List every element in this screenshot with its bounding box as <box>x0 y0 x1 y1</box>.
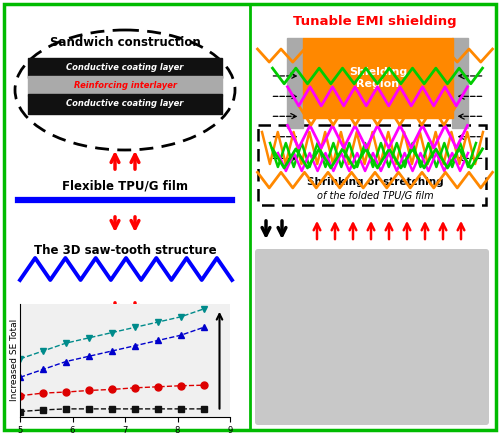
Text: of the folded TPU/G film: of the folded TPU/G film <box>316 191 434 201</box>
Text: The 3D saw-tooth structure: The 3D saw-tooth structure <box>34 243 216 256</box>
FancyBboxPatch shape <box>258 125 486 205</box>
Text: Shielding
Region: Shielding Region <box>349 67 407 89</box>
Text: Reinforcing interlayer: Reinforcing interlayer <box>74 82 176 91</box>
Bar <box>452 38 468 128</box>
Bar <box>28 76 222 96</box>
FancyBboxPatch shape <box>255 249 489 425</box>
Y-axis label: Increased SE Total: Increased SE Total <box>10 319 18 401</box>
Text: Sandwich construction: Sandwich construction <box>50 36 201 49</box>
Bar <box>28 58 222 78</box>
Text: Shrinking or stretching: Shrinking or stretching <box>306 177 444 187</box>
Text: Flexible TPU/G film: Flexible TPU/G film <box>62 180 188 193</box>
Text: Conductive coating layer: Conductive coating layer <box>66 63 184 72</box>
Ellipse shape <box>15 30 235 150</box>
Bar <box>303 38 453 118</box>
FancyBboxPatch shape <box>4 4 496 430</box>
Text: Tunable EMI shielding: Tunable EMI shielding <box>293 16 457 29</box>
Bar <box>287 38 303 128</box>
Text: Conductive coating layer: Conductive coating layer <box>66 99 184 108</box>
Bar <box>28 94 222 114</box>
